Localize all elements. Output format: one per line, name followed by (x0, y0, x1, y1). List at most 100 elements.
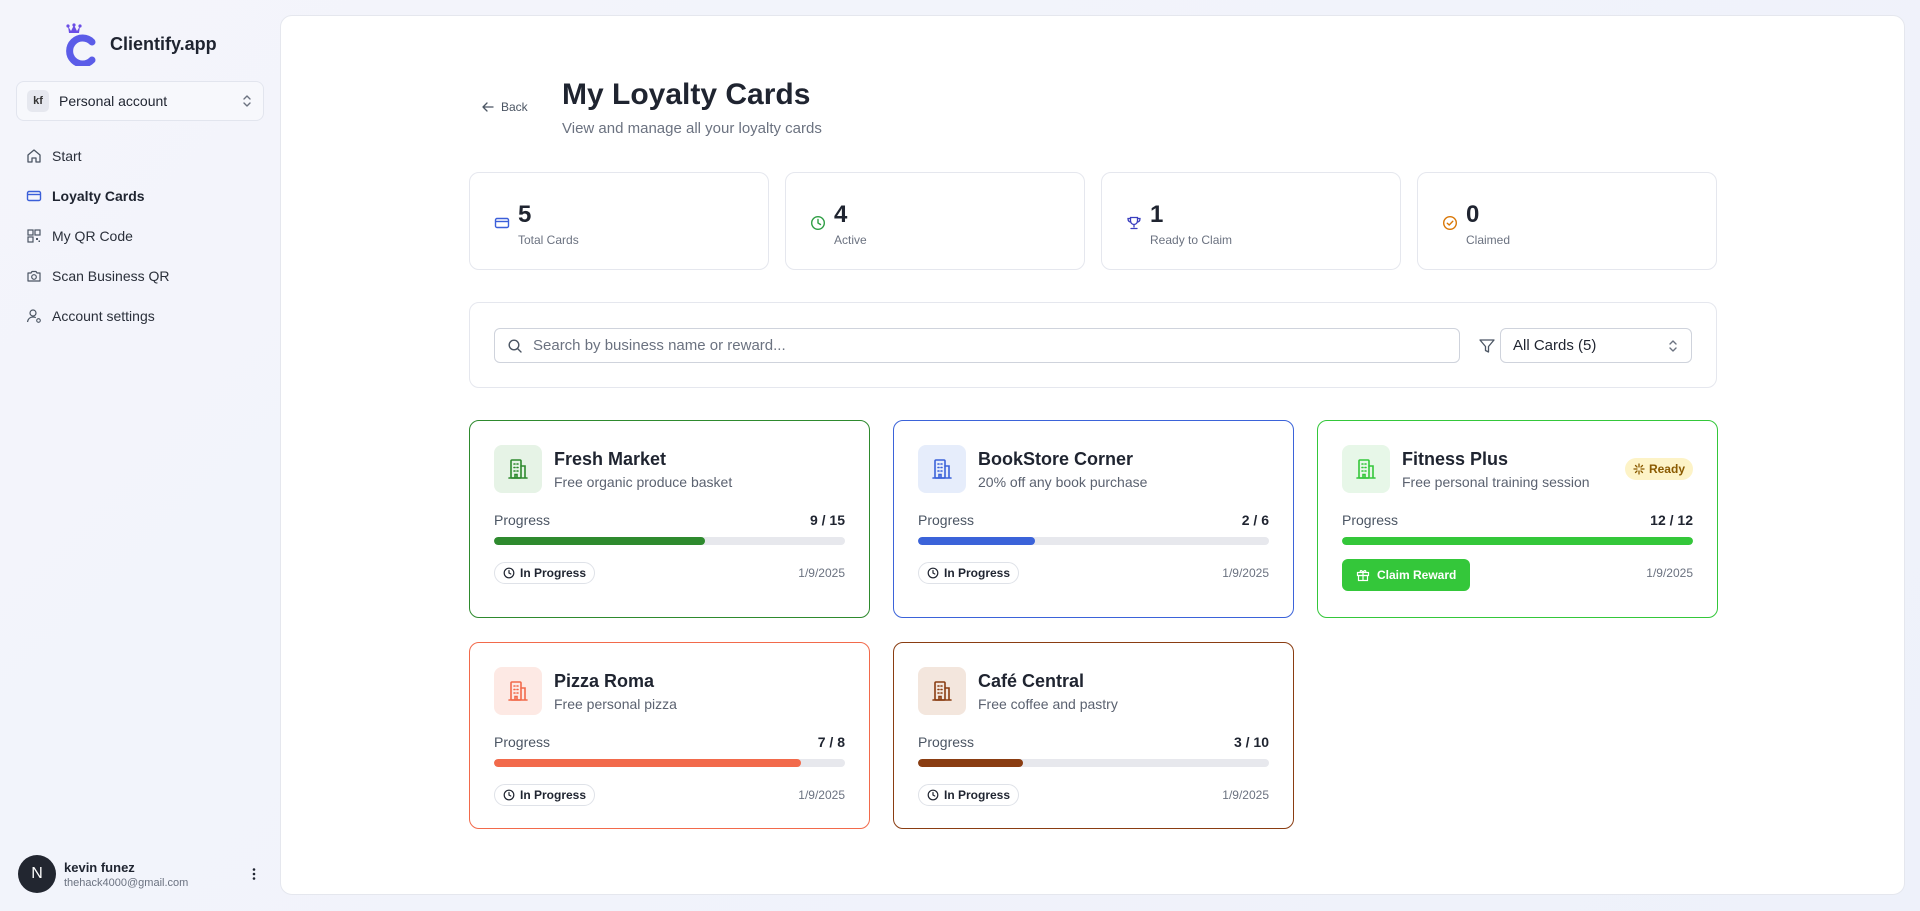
building-icon (918, 667, 966, 715)
arrow-left-icon (481, 100, 495, 114)
user-avatar: N (18, 855, 56, 893)
card-date: 1/9/2025 (1646, 566, 1693, 580)
status-label: In Progress (944, 788, 1011, 802)
stat-value: 1 (1150, 201, 1164, 228)
loyalty-card-cafe-central[interactable]: Café Central Free coffee and pastry Prog… (893, 642, 1294, 829)
progress-count: 9 / 15 (809, 512, 845, 528)
account-avatar: kf (27, 90, 49, 112)
stat-label: Ready to Claim (1150, 233, 1233, 247)
card-reward: Free personal training session (1402, 474, 1590, 490)
card-date: 1/9/2025 (1222, 566, 1269, 580)
camera-icon (26, 268, 42, 284)
progress-label: Progress (918, 734, 975, 750)
progress-bar (918, 759, 1269, 767)
search-input[interactable] (533, 337, 1433, 354)
claim-reward-label: Claim Reward (1377, 568, 1457, 582)
sidebar-item-label: Scan Business QR (52, 268, 170, 284)
progress-bar (494, 759, 845, 767)
filter-bar: All Cards (5) (469, 302, 1717, 388)
building-icon (918, 445, 966, 493)
sidebar-item-start[interactable]: Start (16, 136, 264, 176)
loyalty-card-bookstore-corner[interactable]: BookStore Corner 20% off any book purcha… (893, 420, 1294, 618)
more-vertical-icon[interactable] (246, 866, 262, 882)
stat-active: 4 Active (785, 172, 1085, 270)
progress-label: Progress (1342, 512, 1399, 528)
sidebar-nav: Start Loyalty Cards My QR Code Scan Busi… (16, 136, 264, 336)
building-icon (1342, 445, 1390, 493)
account-label: Personal account (59, 93, 168, 109)
brand[interactable]: Clientify.app (62, 22, 217, 66)
status-label: In Progress (944, 566, 1011, 580)
main-panel: Back My Loyalty Cards View and manage al… (280, 15, 1905, 895)
sidebar-item-label: Start (52, 148, 82, 164)
loyalty-card-fitness-plus[interactable]: Fitness Plus Free personal training sess… (1317, 420, 1718, 618)
card-date: 1/9/2025 (1222, 788, 1269, 802)
stat-label: Active (834, 233, 867, 247)
account-switcher[interactable]: kf Personal account (16, 81, 264, 121)
card-business-name: BookStore Corner (978, 449, 1134, 469)
progress-count: 12 / 12 (1650, 512, 1693, 528)
progress-bar-fill (494, 537, 705, 545)
home-icon (26, 148, 42, 164)
page-subtitle: View and manage all your loyalty cards (562, 120, 822, 137)
sidebar-item-label: Loyalty Cards (52, 188, 145, 204)
status-label: In Progress (520, 566, 587, 580)
clock-icon (810, 215, 826, 231)
progress-bar (1342, 537, 1693, 545)
sidebar-item-loyalty-cards[interactable]: Loyalty Cards (16, 176, 264, 216)
stats-row: 5 Total Cards 4 Active 1 Ready to Claim … (469, 172, 1717, 270)
status-badge: In Progress (494, 784, 596, 806)
credit-card-icon (26, 188, 42, 204)
sidebar-item-my-qr-code[interactable]: My QR Code (16, 216, 264, 256)
card-business-name: Fresh Market (554, 449, 667, 469)
card-reward: Free coffee and pastry (978, 696, 1118, 712)
card-filter-select[interactable]: All Cards (5) (1500, 328, 1692, 363)
sidebar-item-label: My QR Code (52, 228, 133, 244)
progress-label: Progress (918, 512, 975, 528)
gift-icon (1356, 568, 1370, 582)
page-title: My Loyalty Cards (562, 78, 811, 111)
back-button[interactable]: Back (481, 100, 528, 114)
stat-value: 5 (518, 201, 532, 228)
ready-badge: Ready (1624, 458, 1693, 480)
progress-bar-fill (918, 759, 1024, 767)
card-date: 1/9/2025 (798, 788, 845, 802)
sidebar-item-label: Account settings (52, 308, 155, 324)
chevron-up-down-icon (241, 93, 253, 109)
stat-value: 4 (834, 201, 848, 228)
search-field[interactable] (494, 328, 1460, 363)
user-menu[interactable]: N kevin funez thehack4000@gmail.com (18, 854, 262, 894)
stat-value: 0 (1466, 201, 1480, 228)
progress-count: 7 / 8 (817, 734, 845, 750)
loyalty-card-pizza-roma[interactable]: Pizza Roma Free personal pizza Progress … (469, 642, 870, 829)
stat-ready-to-claim: 1 Ready to Claim (1101, 172, 1401, 270)
stat-claimed: 0 Claimed (1417, 172, 1717, 270)
card-date: 1/9/2025 (798, 566, 845, 580)
card-reward: Free organic produce basket (554, 474, 733, 490)
status-badge: In Progress (918, 562, 1020, 584)
claim-reward-button[interactable]: Claim Reward (1342, 559, 1471, 591)
progress-bar-fill (918, 537, 1035, 545)
building-icon (494, 667, 542, 715)
card-reward: 20% off any book purchase (978, 474, 1148, 490)
loyalty-card-fresh-market[interactable]: Fresh Market Free organic produce basket… (469, 420, 870, 618)
search-icon (507, 338, 523, 354)
back-label: Back (501, 100, 528, 114)
progress-bar-fill (494, 759, 802, 767)
card-icon (494, 215, 510, 231)
filter-icon (1478, 337, 1496, 355)
clock-icon (503, 789, 515, 801)
progress-count: 2 / 6 (1241, 512, 1269, 528)
sidebar-item-scan-business-qr[interactable]: Scan Business QR (16, 256, 264, 296)
stat-label: Claimed (1466, 233, 1511, 247)
clientify-logo-icon (62, 22, 98, 66)
sidebar-item-account-settings[interactable]: Account settings (16, 296, 264, 336)
user-info: kevin funez thehack4000@gmail.com (64, 860, 238, 889)
building-icon (494, 445, 542, 493)
user-name: kevin funez (64, 859, 135, 875)
progress-bar (494, 537, 845, 545)
card-business-name: Fitness Plus (1402, 449, 1509, 469)
progress-bar-fill (1342, 537, 1693, 545)
status-badge: In Progress (918, 784, 1020, 806)
status-label: In Progress (520, 788, 587, 802)
